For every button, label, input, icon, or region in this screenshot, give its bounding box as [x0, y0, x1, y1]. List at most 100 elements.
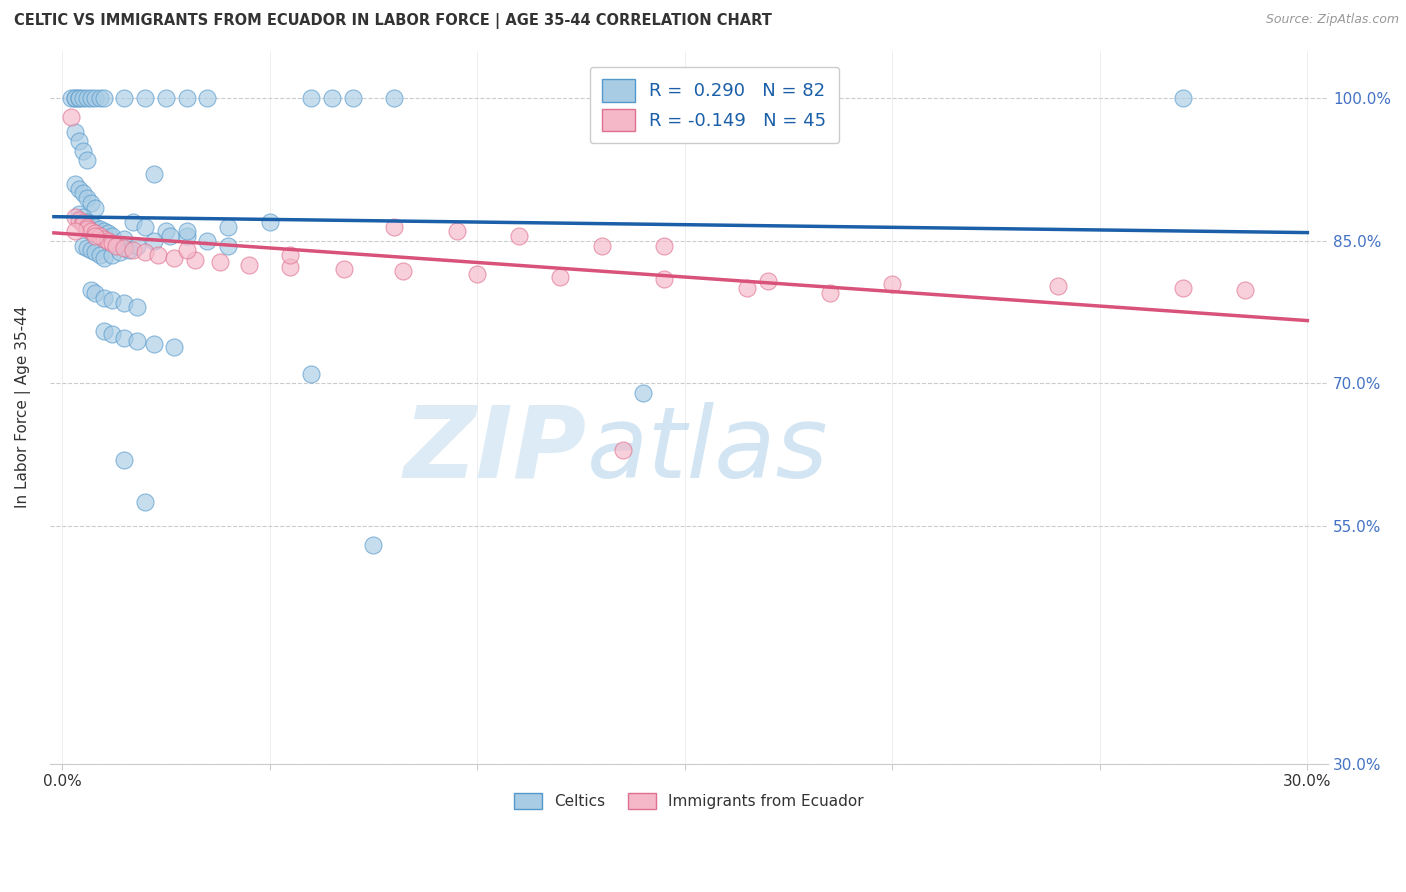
Point — [155, 224, 177, 238]
Point — [76, 153, 98, 167]
Point — [105, 238, 128, 252]
Point — [72, 91, 94, 105]
Point — [101, 293, 124, 307]
Point — [72, 217, 94, 231]
Point — [67, 91, 90, 105]
Point — [63, 177, 86, 191]
Point — [93, 324, 115, 338]
Point — [176, 224, 198, 238]
Point — [114, 295, 136, 310]
Point — [76, 222, 98, 236]
Point — [882, 277, 904, 291]
Point — [84, 91, 107, 105]
Point — [114, 91, 136, 105]
Point — [217, 219, 239, 234]
Point — [63, 124, 86, 138]
Point — [84, 219, 107, 234]
Text: CELTIC VS IMMIGRANTS FROM ECUADOR IN LABOR FORCE | AGE 35-44 CORRELATION CHART: CELTIC VS IMMIGRANTS FROM ECUADOR IN LAB… — [14, 13, 772, 29]
Point — [176, 91, 198, 105]
Point — [238, 258, 260, 272]
Point — [142, 234, 165, 248]
Point — [197, 234, 219, 248]
Point — [63, 224, 86, 238]
Point — [299, 91, 322, 105]
Point — [548, 270, 571, 285]
Point — [321, 91, 343, 105]
Point — [382, 219, 405, 234]
Point — [163, 340, 186, 354]
Legend: Celtics, Immigrants from Ecuador: Celtics, Immigrants from Ecuador — [506, 785, 872, 817]
Point — [84, 229, 107, 244]
Point — [93, 91, 115, 105]
Point — [114, 232, 136, 246]
Point — [125, 334, 148, 348]
Point — [80, 224, 103, 238]
Point — [163, 251, 186, 265]
Point — [76, 219, 98, 234]
Point — [117, 244, 139, 258]
Point — [101, 235, 124, 250]
Point — [101, 248, 124, 262]
Point — [259, 215, 281, 229]
Point — [299, 367, 322, 381]
Text: atlas: atlas — [586, 401, 828, 499]
Point — [134, 219, 156, 234]
Point — [142, 167, 165, 181]
Point — [159, 229, 181, 244]
Point — [76, 191, 98, 205]
Point — [134, 91, 156, 105]
Point — [67, 213, 90, 227]
Point — [280, 248, 302, 262]
Y-axis label: In Labor Force | Age 35-44: In Labor Force | Age 35-44 — [15, 306, 31, 508]
Point — [363, 538, 385, 552]
Point — [80, 244, 103, 258]
Point — [652, 238, 675, 252]
Point — [67, 181, 90, 195]
Point — [93, 232, 115, 246]
Point — [80, 195, 103, 210]
Point — [93, 291, 115, 305]
Point — [142, 336, 165, 351]
Point — [76, 215, 98, 229]
Point — [67, 134, 90, 148]
Point — [134, 245, 156, 260]
Point — [446, 224, 468, 238]
Point — [756, 274, 779, 288]
Point — [80, 91, 103, 105]
Point — [508, 229, 530, 244]
Point — [67, 207, 90, 221]
Point — [93, 251, 115, 265]
Point — [67, 91, 90, 105]
Point — [176, 229, 198, 244]
Point — [80, 283, 103, 297]
Point — [93, 224, 115, 238]
Point — [63, 210, 86, 224]
Point — [391, 264, 413, 278]
Point — [818, 286, 841, 301]
Point — [101, 326, 124, 341]
Point — [97, 226, 120, 240]
Point — [114, 452, 136, 467]
Point — [1171, 281, 1194, 295]
Text: Source: ZipAtlas.com: Source: ZipAtlas.com — [1265, 13, 1399, 27]
Point — [84, 245, 107, 260]
Point — [591, 238, 613, 252]
Point — [125, 301, 148, 315]
Point — [63, 91, 86, 105]
Point — [1234, 283, 1257, 297]
Text: ZIP: ZIP — [404, 401, 586, 499]
Point — [652, 272, 675, 286]
Point — [1047, 279, 1070, 293]
Point — [217, 238, 239, 252]
Point — [1171, 91, 1194, 105]
Point — [333, 262, 356, 277]
Point — [121, 244, 143, 258]
Point — [121, 215, 143, 229]
Point — [176, 244, 198, 258]
Point — [72, 210, 94, 224]
Point — [72, 144, 94, 158]
Point — [114, 331, 136, 345]
Point — [197, 91, 219, 105]
Point — [89, 91, 111, 105]
Point — [208, 254, 231, 268]
